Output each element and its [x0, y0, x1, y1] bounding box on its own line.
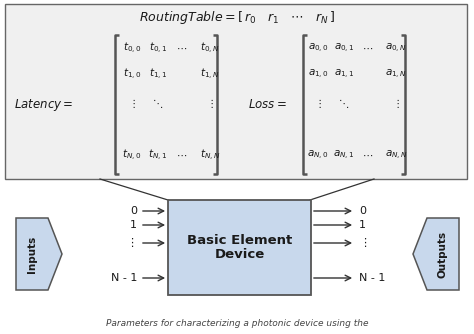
Text: ⋮: ⋮: [359, 238, 370, 248]
FancyBboxPatch shape: [5, 4, 467, 179]
Text: $\vdots$: $\vdots$: [314, 97, 322, 110]
Text: $\ddots$: $\ddots$: [153, 97, 164, 110]
Text: $t_{0,1}$: $t_{0,1}$: [149, 40, 167, 55]
Text: $a_{1,N}$: $a_{1,N}$: [385, 67, 407, 80]
Text: N - 1: N - 1: [110, 273, 137, 283]
Text: $a_{0,1}$: $a_{0,1}$: [334, 41, 355, 54]
Text: $a_{N,N}$: $a_{N,N}$: [384, 148, 407, 162]
Text: $\vdots$: $\vdots$: [392, 97, 400, 110]
Text: $a_{N,1}$: $a_{N,1}$: [333, 148, 355, 162]
Text: Outputs: Outputs: [438, 230, 448, 278]
Text: Parameters for characterizing a photonic device using the: Parameters for characterizing a photonic…: [106, 319, 368, 328]
Polygon shape: [16, 218, 62, 290]
Text: $a_{0,N}$: $a_{0,N}$: [385, 41, 407, 54]
Text: Basic Element
Device: Basic Element Device: [187, 233, 292, 262]
Polygon shape: [413, 218, 459, 290]
Text: $a_{N,0}$: $a_{N,0}$: [307, 148, 329, 162]
Text: $t_{0,0}$: $t_{0,0}$: [123, 40, 141, 55]
Text: $t_{1,0}$: $t_{1,0}$: [123, 66, 141, 81]
Text: $\ddots$: $\ddots$: [338, 97, 349, 110]
Text: $\mathit{RoutingTable} = \left[\,r_0\quad r_1\quad \cdots\quad r_N\,\right]$: $\mathit{RoutingTable} = \left[\,r_0\qua…: [139, 9, 335, 26]
Text: $\cdots$: $\cdots$: [176, 43, 188, 53]
Text: $\vdots$: $\vdots$: [128, 97, 136, 110]
Text: $a_{0,0}$: $a_{0,0}$: [308, 41, 328, 54]
Text: $t_{N,0}$: $t_{N,0}$: [122, 147, 142, 163]
Text: 1: 1: [130, 220, 137, 230]
Text: $\cdots$: $\cdots$: [176, 150, 188, 160]
Text: 1: 1: [359, 220, 366, 230]
Text: $t_{1,N}$: $t_{1,N}$: [200, 66, 220, 81]
Text: $\cdots$: $\cdots$: [363, 43, 374, 53]
Text: $\mathit{Loss} =$: $\mathit{Loss} =$: [248, 99, 287, 112]
Text: Inputs: Inputs: [27, 235, 37, 273]
Text: 0: 0: [130, 206, 137, 216]
Text: 0: 0: [359, 206, 366, 216]
Text: $a_{1,1}$: $a_{1,1}$: [334, 67, 355, 80]
Text: $a_{1,0}$: $a_{1,0}$: [308, 67, 328, 80]
Text: $\vdots$: $\vdots$: [206, 97, 214, 110]
Text: N - 1: N - 1: [359, 273, 385, 283]
Text: $t_{0,N}$: $t_{0,N}$: [200, 40, 220, 55]
FancyBboxPatch shape: [168, 200, 311, 295]
Text: $t_{1,1}$: $t_{1,1}$: [149, 66, 167, 81]
Text: ⋮: ⋮: [126, 238, 137, 248]
Text: $\cdots$: $\cdots$: [363, 150, 374, 160]
Text: $\mathit{Latency} =$: $\mathit{Latency} =$: [14, 97, 73, 113]
Text: $t_{N,N}$: $t_{N,N}$: [200, 147, 220, 163]
Text: $t_{N,1}$: $t_{N,1}$: [148, 147, 168, 163]
